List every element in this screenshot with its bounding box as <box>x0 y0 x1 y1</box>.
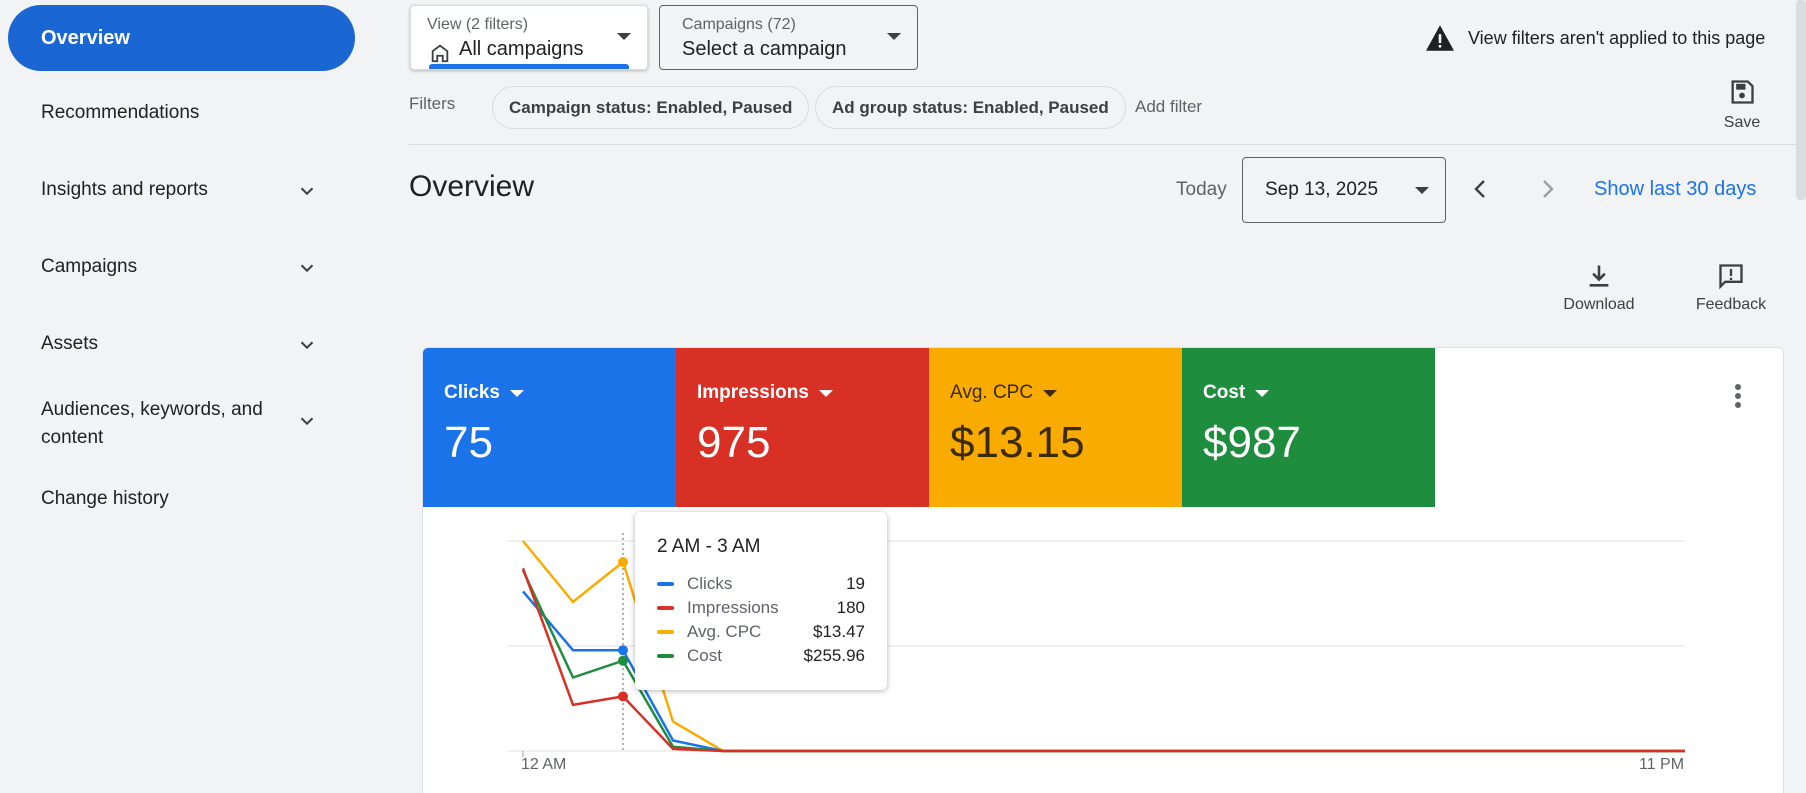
metric-label: Avg. CPC <box>950 382 1034 403</box>
legend-swatch <box>657 630 674 634</box>
metric-value: $987 <box>1203 418 1301 467</box>
performance-card: Clicks 75 Impressions 975 Avg. CPC $13.1… <box>422 347 1784 793</box>
metric-avg-cpc[interactable]: Avg. CPC $13.15 <box>929 348 1182 507</box>
view-selector-caption: View (2 filters) <box>427 16 529 33</box>
highlight-point <box>618 691 628 702</box>
filters-label: Filters <box>409 94 456 113</box>
metric-value: 975 <box>697 418 771 467</box>
save-icon <box>1731 80 1754 104</box>
campaign-selector[interactable]: Campaigns (72) Select a campaign <box>659 5 918 70</box>
highlight-point <box>618 655 628 666</box>
dropdown-caret-icon <box>1043 389 1058 397</box>
chevron-down-icon[interactable] <box>296 180 318 202</box>
chevron-left-icon[interactable] <box>1469 177 1493 201</box>
metric-clicks[interactable]: Clicks 75 <box>423 348 676 507</box>
dropdown-caret-icon <box>1255 389 1270 397</box>
sidebar-item-insights-and-reports[interactable]: Insights and reports <box>41 179 208 200</box>
sidebar-item-overview[interactable]: Overview <box>8 5 355 71</box>
legend-swatch <box>657 654 674 658</box>
date-value: Sep 13, 2025 <box>1265 179 1379 200</box>
view-selector-value: All campaigns <box>459 38 584 60</box>
dropdown-caret-icon <box>617 33 631 40</box>
highlight-point <box>618 557 628 567</box>
highlight-point <box>618 645 628 656</box>
metric-label: Impressions <box>697 382 809 403</box>
metric-value: $13.15 <box>950 418 1085 467</box>
sidebar-nav: Overview Recommendations Insights and re… <box>0 0 360 793</box>
sidebar-item-change-history[interactable]: Change history <box>41 488 169 509</box>
view-selector[interactable]: View (2 filters) All campaigns <box>410 5 648 70</box>
chevron-right-icon[interactable] <box>1535 177 1559 201</box>
line-chart <box>507 533 1685 757</box>
show-last-30-days-link[interactable]: Show last 30 days <box>1594 178 1757 200</box>
today-label: Today <box>1176 179 1227 200</box>
download-label: Download <box>1563 296 1635 313</box>
more-options-icon[interactable] <box>1735 384 1741 411</box>
series-line-impressions <box>521 567 1685 753</box>
active-indicator <box>429 64 629 69</box>
feedback-icon <box>1719 264 1743 290</box>
dropdown-caret-icon <box>887 33 901 40</box>
tooltip-row-value: $13.47 <box>813 622 865 641</box>
tooltip-row-value: $255.96 <box>803 646 865 665</box>
filters-warning: View filters aren't applied to this page <box>1424 24 1765 52</box>
metric-label: Cost <box>1203 382 1246 403</box>
tooltip-row-name: Cost <box>687 646 722 665</box>
chart-tooltip: 2 AM - 3 AM Clicks 19 Impressions 180 Av… <box>635 512 887 690</box>
campaign-selector-value: Select a campaign <box>682 38 847 60</box>
sidebar-item-recommendations[interactable]: Recommendations <box>41 102 200 123</box>
metric-impressions[interactable]: Impressions 975 <box>676 348 929 507</box>
filter-chip-ad-group-status[interactable]: Ad group status: Enabled, Paused <box>815 86 1126 129</box>
tooltip-row-value: 180 <box>836 598 865 617</box>
metric-value: 75 <box>444 418 493 467</box>
scrollbar[interactable] <box>1796 0 1806 200</box>
dropdown-caret-icon <box>818 389 833 397</box>
store-icon <box>431 44 449 63</box>
warning-text: View filters aren't applied to this page <box>1468 27 1766 48</box>
page-title: Overview <box>409 170 535 203</box>
tooltip-title: 2 AM - 3 AM <box>657 536 761 557</box>
filter-chip-campaign-status[interactable]: Campaign status: Enabled, Paused <box>492 86 810 129</box>
sidebar-item-audiences-keywords-content[interactable]: Audiences, keywords, and content <box>41 399 263 448</box>
campaign-selector-caption: Campaigns (72) <box>682 16 796 33</box>
tooltip-row-name: Avg. CPC <box>687 622 762 641</box>
feedback-button[interactable]: Feedback <box>1690 262 1772 314</box>
tooltip-row-name: Impressions <box>687 598 779 617</box>
save-label: Save <box>1723 114 1761 131</box>
save-button[interactable]: Save <box>1720 78 1764 132</box>
sidebar-item-assets[interactable]: Assets <box>41 333 99 354</box>
divider <box>409 144 1806 145</box>
download-icon <box>1589 265 1609 287</box>
tooltip-row-value: 19 <box>846 574 865 593</box>
feedback-label: Feedback <box>1695 296 1767 313</box>
tooltip-row-name: Clicks <box>687 574 733 593</box>
chevron-down-icon[interactable] <box>296 410 318 432</box>
metric-cost[interactable]: Cost $987 <box>1182 348 1435 507</box>
chevron-down-icon[interactable] <box>296 334 318 356</box>
legend-swatch <box>657 582 674 586</box>
legend-swatch <box>657 606 674 610</box>
dropdown-caret-icon <box>1415 187 1429 194</box>
download-button[interactable]: Download <box>1556 262 1642 314</box>
x-tick-label: 12 AM <box>521 756 567 773</box>
date-picker[interactable]: Sep 13, 2025 <box>1242 157 1446 223</box>
add-filter-button[interactable]: Add filter <box>1135 97 1203 116</box>
metric-label: Clicks <box>444 382 500 403</box>
x-tick-label: 11 PM <box>1639 756 1685 773</box>
dropdown-caret-icon <box>509 389 524 397</box>
sidebar-item-campaigns[interactable]: Campaigns <box>41 256 138 277</box>
chevron-down-icon[interactable] <box>296 257 318 279</box>
warning-icon <box>1426 25 1454 51</box>
